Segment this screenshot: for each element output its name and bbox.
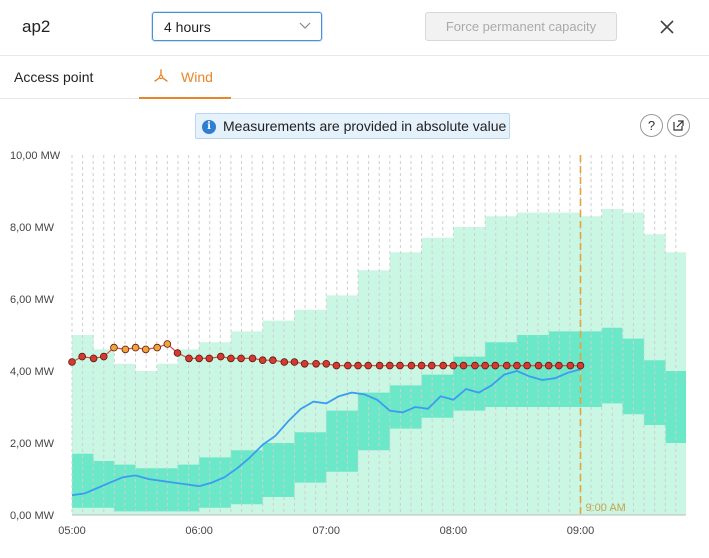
page-title: ap2 <box>22 17 51 36</box>
forecast-point <box>555 361 563 370</box>
info-banner: i Measurements are provided in absolute … <box>195 113 510 139</box>
forecast-point <box>449 361 458 370</box>
forecast-point <box>173 349 182 357</box>
forecast-point <box>258 356 267 365</box>
forecast-point <box>491 361 500 370</box>
forecast-point <box>544 361 553 370</box>
open-external-button[interactable] <box>667 114 690 137</box>
forecast-point <box>471 361 479 370</box>
forecast-point <box>459 361 468 370</box>
forecast-point <box>534 361 543 370</box>
forecast-point <box>523 361 531 370</box>
forecast-point <box>566 361 575 370</box>
forecast-point <box>216 352 225 361</box>
forecast-point <box>99 352 108 361</box>
forecast-point <box>407 361 416 370</box>
forecast-point <box>185 354 193 363</box>
forecast-point <box>227 354 235 363</box>
measured-power-line <box>71 368 581 497</box>
forecast-point <box>131 343 140 352</box>
x-tick-label: 07:00 <box>312 525 340 537</box>
forecast-point <box>332 361 341 370</box>
y-tick-label: 6,00 MW <box>10 294 55 306</box>
info-icon: i <box>202 120 216 134</box>
forecast-point <box>386 361 394 370</box>
forecast-point <box>439 361 447 370</box>
wind-power-chart: 0,00 MW 2,00 MW 4,00 MW 6,00 MW 8,00 MW 10,00… <box>10 150 686 537</box>
forecast-point <box>121 345 130 354</box>
period-select-value: 4 hours <box>164 19 211 35</box>
forecast-point <box>205 354 214 363</box>
help-icon: ? <box>647 118 656 133</box>
info-banner-text: Measurements are provided in absolute va… <box>223 118 507 134</box>
tab-bar: Access point Wind <box>0 57 709 99</box>
y-tick-label: 4,00 MW <box>10 366 55 378</box>
forecast-point <box>280 358 289 366</box>
forecast-point <box>163 340 172 348</box>
external-link-icon <box>673 120 684 131</box>
forecast-point <box>141 345 150 354</box>
forecast-point <box>269 356 277 365</box>
forecast-point <box>312 360 320 368</box>
x-tick-label: 06:00 <box>185 525 213 537</box>
tab-access-point[interactable]: Access point <box>14 69 94 85</box>
y-tick-label: 10,00 MW <box>10 150 61 162</box>
forecast-point <box>396 361 404 370</box>
header: ap2 4 hours Force permanent capacity <box>0 0 709 56</box>
forecast-point <box>375 361 384 370</box>
forecast-point <box>502 361 511 370</box>
forecast-point <box>248 354 257 363</box>
forecast-point <box>195 354 203 363</box>
forecast-point <box>481 361 489 370</box>
forecast-point <box>237 354 245 363</box>
forecast-point <box>364 361 372 370</box>
forecast-point <box>153 343 161 352</box>
forecast-point <box>417 361 426 370</box>
wind-turbine-icon <box>154 69 168 82</box>
forecast-point <box>78 352 86 361</box>
forecast-point <box>354 361 362 370</box>
forecast-point <box>290 358 299 366</box>
forecast-point <box>344 361 352 370</box>
forecast-point <box>89 354 98 363</box>
tab-wind[interactable]: Wind <box>139 57 231 99</box>
x-tick-label: 08:00 <box>440 525 468 537</box>
y-tick-label: 0,00 MW <box>10 510 55 522</box>
x-tick-label: 05:00 <box>58 525 86 537</box>
y-tick-label: 8,00 MW <box>10 222 55 234</box>
tab-wind-label: Wind <box>181 69 213 85</box>
forecast-point <box>110 343 118 352</box>
x-tick-label: 09:00 <box>567 525 595 537</box>
force-permanent-capacity-button[interactable]: Force permanent capacity <box>425 12 617 41</box>
y-tick-label: 2,00 MW <box>10 438 55 450</box>
help-button[interactable]: ? <box>640 114 663 137</box>
now-marker-label: 9:00 AM <box>585 502 625 514</box>
close-icon[interactable] <box>656 16 678 38</box>
forecast-point <box>513 361 521 370</box>
chevron-down-icon <box>299 22 311 29</box>
forecast-point <box>300 360 309 368</box>
forecast-point <box>427 361 436 370</box>
period-select[interactable]: 4 hours <box>152 12 322 41</box>
forecast-point <box>322 360 331 368</box>
forecast-point <box>576 361 585 370</box>
forecast-point <box>68 358 76 366</box>
